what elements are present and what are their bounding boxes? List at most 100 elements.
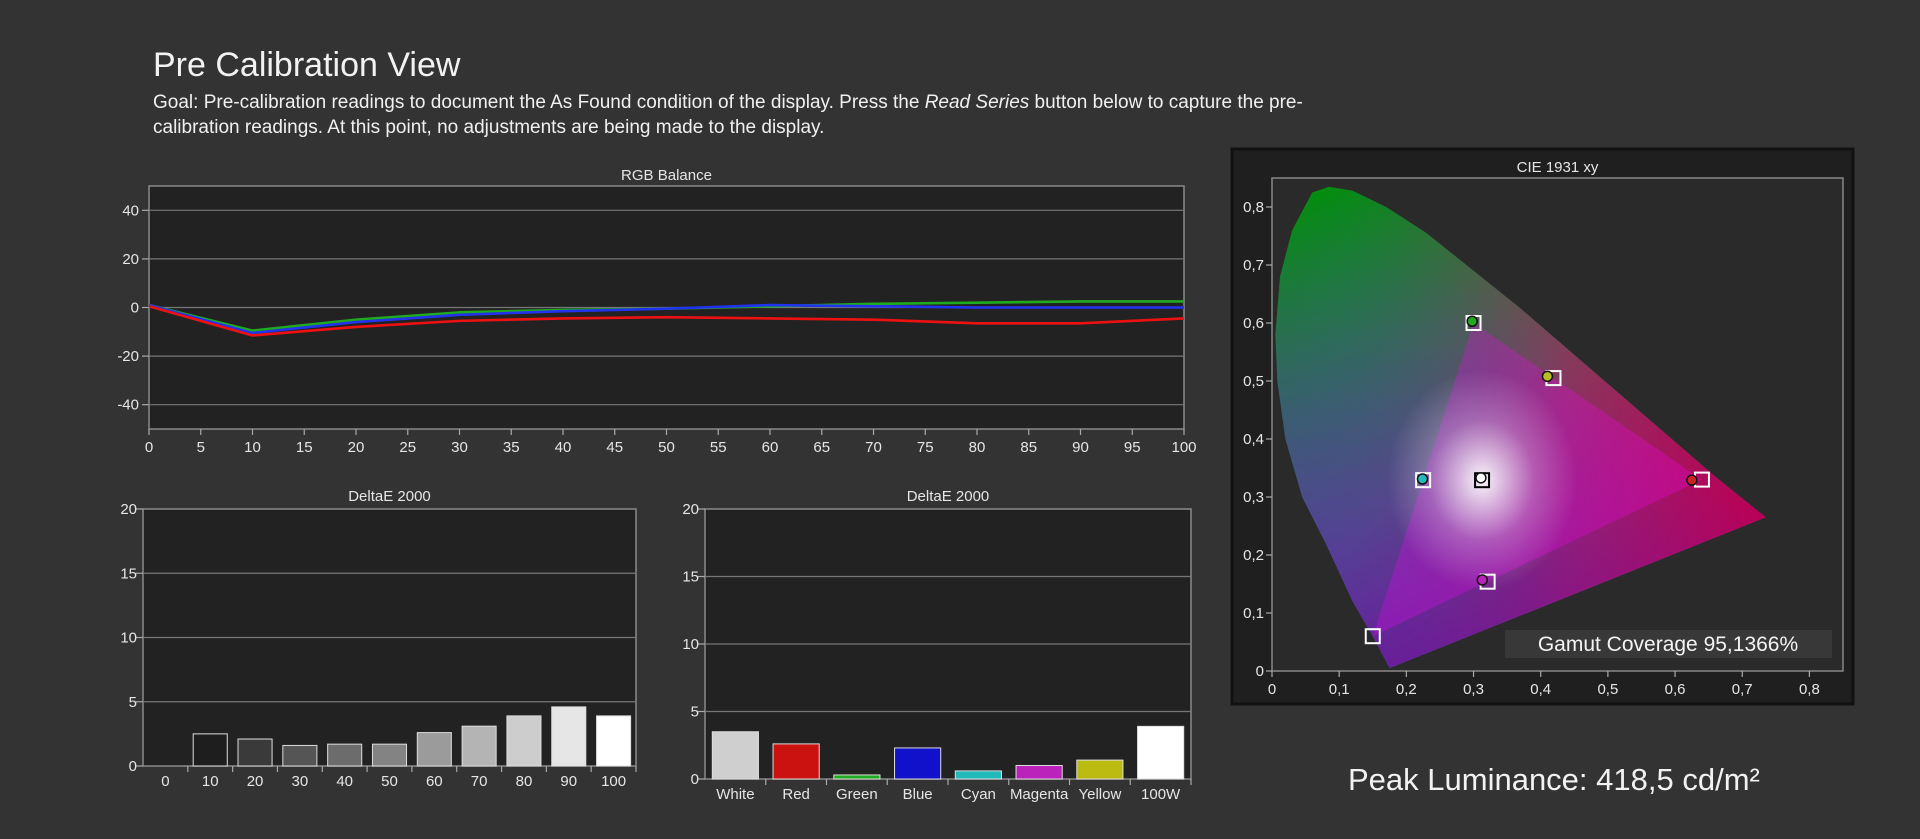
cie-xtick-label: 0,3	[1463, 681, 1484, 698]
rgb-xtick-label: 40	[555, 439, 572, 456]
cie-ytick-label: 0,1	[1243, 605, 1264, 622]
delta-gray-ytick-label: 10	[120, 630, 137, 647]
rgb-ytick-label: -40	[117, 397, 139, 414]
cie-measured-5	[1475, 472, 1487, 484]
rgb-ytick-label: 40	[122, 202, 139, 219]
cie-measured-2	[1416, 473, 1429, 485]
rgb-ytick-label: -20	[117, 348, 139, 365]
delta-color-bar-5	[1015, 765, 1063, 780]
peak-luminance: Peak Luminance: 418,5 cd/m²	[1348, 762, 1760, 797]
delta-gray-xtick-label: 80	[516, 773, 533, 790]
delta-gray-bar-2	[237, 738, 273, 767]
cie-xtick-label: 0,5	[1597, 681, 1618, 698]
delta-gray-bar-7	[461, 725, 497, 767]
delta-color-xtick-label: Cyan	[961, 786, 996, 803]
rgb-xtick-label: 55	[710, 439, 727, 456]
delta-color-bar-4	[954, 770, 1002, 780]
rgb-xtick-label: 10	[244, 439, 261, 456]
rgb-xtick-label: 5	[197, 439, 205, 456]
rgb-xtick-label: 30	[451, 439, 468, 456]
rgb-xtick-label: 75	[917, 439, 934, 456]
rgb-ytick-label: 20	[122, 251, 139, 268]
rgb-series-line-1	[148, 303, 1184, 335]
delta-color-xtick-label: Yellow	[1078, 786, 1121, 803]
rgb-ytick-label: 0	[131, 300, 139, 317]
delta-color-xtick-label: Green	[836, 786, 878, 803]
rgb-xtick-label: 45	[606, 439, 623, 456]
delta-gray-bar-6	[416, 732, 452, 767]
delta-gray-ytick-label: 5	[129, 694, 137, 711]
delta-gray-xtick-label: 90	[560, 773, 577, 790]
goal-emphasis: Read Series	[924, 92, 1030, 113]
delta-color-bar-3	[894, 747, 942, 780]
delta-color-xtick-label: Red	[782, 786, 810, 803]
delta-gray-xtick-label: 70	[471, 773, 488, 790]
delta-gray-xtick-label: 20	[247, 773, 264, 790]
cie-xtick-label: 0,7	[1732, 681, 1753, 698]
delta-color-ytick-label: 10	[682, 636, 699, 653]
delta-gray-xtick-label: 30	[292, 773, 309, 790]
delta-color-title: DeltaE 2000	[907, 488, 990, 505]
delta-color-ytick-label: 0	[691, 771, 699, 788]
rgb-xtick-label: 80	[969, 439, 986, 456]
rgb-xtick-label: 85	[1020, 439, 1037, 456]
cie-gamut-coverage-label: Gamut Coverage 95,1366%	[1538, 633, 1798, 656]
delta-gray-xtick-label: 50	[381, 773, 398, 790]
delta-gray-ytick-label: 20	[120, 501, 137, 518]
delta-gray-ytick-label: 15	[120, 565, 137, 582]
cie-ytick-label: 0,8	[1243, 199, 1264, 216]
delta-color-ytick-label: 20	[682, 501, 699, 518]
rgb-xtick-label: 90	[1072, 439, 1089, 456]
rgb-xtick-label: 65	[813, 439, 830, 456]
cie-xtick-label: 0	[1268, 681, 1276, 698]
cie-ytick-label: 0,5	[1243, 373, 1264, 390]
rgb-xtick-label: 100	[1171, 439, 1196, 456]
goal-prefix: Goal: Pre-calibration readings to docume…	[153, 92, 925, 113]
goal-suffix: button below to capture the pre-calibrat…	[153, 92, 1303, 138]
rgb-title: RGB Balance	[621, 167, 712, 184]
rgb-xtick-label: 20	[348, 439, 365, 456]
cie-target-3	[1415, 472, 1432, 489]
cie-target-2	[1364, 628, 1381, 645]
cie-xtick-label: 0,1	[1329, 681, 1350, 698]
rgb-xtick-label: 35	[503, 439, 520, 456]
cie-measured-4	[1541, 370, 1554, 383]
cie-title: CIE 1931 xy	[1517, 159, 1599, 176]
cie-ytick-label: 0,3	[1243, 489, 1264, 506]
delta-color-bar-6	[1076, 759, 1124, 780]
delta-gray-title: DeltaE 2000	[348, 488, 431, 505]
cie-measured-0	[1686, 474, 1698, 486]
delta-color-bar-1	[772, 743, 820, 780]
cie-chart: CIE 1931 xy 0 0,1 0,2 0,3 0,4 0,5 0,6 0,7 0,8 0 0,1…	[1230, 147, 1855, 706]
delta-color-xtick-label: White	[716, 786, 754, 803]
delta-gray-xtick-label: 100	[601, 773, 626, 790]
delta-gray-bar-8	[506, 715, 542, 767]
delta-color-ytick-label: 15	[682, 569, 699, 586]
delta-gray-xtick-label: 60	[426, 773, 443, 790]
cie-xtick-label: 0,4	[1530, 681, 1551, 698]
cie-ytick-label: 0,7	[1243, 257, 1264, 274]
cie-measured-1	[1466, 315, 1478, 328]
cie-xtick-label: 0,8	[1799, 681, 1820, 698]
page-title: Pre Calibration View	[153, 46, 461, 84]
rgb-xtick-label: 70	[865, 439, 882, 456]
delta-color-xtick-label: Magenta	[1010, 786, 1069, 803]
delta-gray-xtick-label: 40	[336, 773, 353, 790]
delta-color-chart: DeltaE 2000 20 15 10 5 0 White Red Green Blue Cyan…	[682, 488, 1192, 803]
cie-xtick-label: 0,6	[1665, 681, 1686, 698]
delta-gray-bar-1	[192, 733, 228, 767]
rgb-xtick-label: 0	[145, 439, 153, 456]
delta-color-bar-2	[833, 774, 881, 780]
cie-ytick-label: 0,2	[1243, 547, 1264, 564]
delta-gray-xtick-label: 10	[202, 773, 219, 790]
delta-gray-bar-9	[551, 706, 587, 767]
delta-color-ytick-label: 5	[691, 704, 699, 721]
delta-gray-ytick-label: 0	[129, 758, 137, 775]
delta-color-bar-0	[711, 731, 759, 780]
delta-color-xtick-label: 100W	[1141, 786, 1181, 803]
cie-xtick-label: 0,2	[1396, 681, 1417, 698]
cie-ytick-label: 0,4	[1243, 431, 1264, 448]
cie-ytick-label: 0	[1256, 663, 1264, 680]
rgb-xtick-label: 25	[399, 439, 416, 456]
